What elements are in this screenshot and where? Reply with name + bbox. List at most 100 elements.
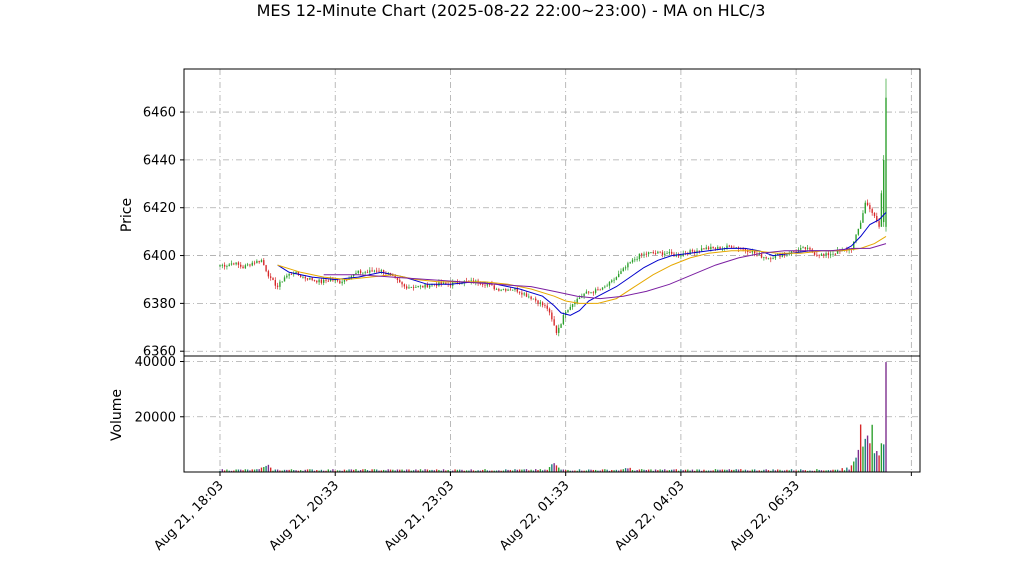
candle-body [258, 260, 260, 263]
volume-bar [251, 469, 253, 472]
candle-body [809, 247, 811, 250]
candle-body [528, 296, 530, 298]
volume-bar [562, 469, 565, 472]
volume-bar [548, 467, 551, 472]
volume-bar [830, 470, 832, 472]
volume-bar [369, 470, 371, 472]
candle-body [235, 262, 237, 265]
volume-bar [823, 470, 825, 472]
candle-body [765, 257, 767, 259]
candle-body [880, 193, 883, 227]
candle-body [369, 270, 371, 273]
candle-body [634, 259, 636, 261]
candle-body [362, 272, 364, 274]
candle-body [857, 228, 860, 235]
candle-body [306, 278, 309, 280]
x-tick-label: Aug 22, 06:33 [727, 478, 803, 554]
volume-bar [419, 469, 422, 472]
volume-bar [668, 470, 671, 472]
candle-body [539, 302, 542, 304]
candle-body [380, 270, 383, 272]
candle-body [311, 277, 313, 281]
candles-group [219, 78, 887, 337]
volume-bar [781, 470, 783, 472]
volume-bar [880, 443, 883, 472]
volume-bar [594, 469, 597, 472]
volume-bar [682, 470, 684, 472]
candle-body [834, 253, 836, 255]
volume-bar [521, 469, 523, 472]
volume-bar [226, 469, 228, 472]
volume-bar [396, 469, 399, 472]
candle-body [290, 274, 293, 275]
candle-body [620, 271, 622, 274]
volume-bar [465, 470, 468, 472]
candle-body [320, 279, 323, 283]
candle-body [288, 274, 290, 276]
volume-bar [613, 470, 615, 472]
candle-body [578, 297, 581, 299]
candle-body [710, 246, 712, 250]
candle-body [532, 298, 535, 300]
volume-bar [221, 469, 223, 472]
candle-body [853, 241, 855, 250]
volume-bar [793, 470, 795, 472]
candle-body [237, 262, 240, 265]
candle-body [571, 304, 574, 307]
volume-bar [638, 469, 641, 472]
volume-bar [703, 469, 705, 472]
volume-bar [772, 469, 774, 472]
volume-bar [470, 469, 472, 472]
candle-body [260, 260, 263, 263]
candle-body [357, 270, 359, 273]
volume-bar [544, 469, 546, 472]
volume-bar [670, 469, 673, 472]
volume-bar [723, 469, 726, 472]
candle-body [440, 282, 442, 285]
volume-bar [302, 470, 304, 472]
volume-bar [574, 470, 576, 472]
volume-bar [325, 470, 327, 472]
volume-bar [387, 469, 389, 472]
candle-body [309, 277, 311, 280]
candle-body [401, 282, 403, 285]
volume-bar [779, 469, 781, 472]
volume-bar [687, 469, 689, 472]
volume-bar [246, 469, 249, 472]
volume-bar [228, 470, 230, 472]
candle-body [574, 302, 576, 305]
volume-bar [382, 469, 385, 472]
moving-average-line [323, 243, 887, 300]
volume-bar [530, 469, 532, 472]
candle-body [521, 292, 523, 295]
candle-body [615, 277, 618, 280]
candle-body [606, 285, 608, 287]
volume-bar [816, 469, 818, 472]
candle-body [558, 327, 560, 333]
candle-body [790, 251, 793, 254]
candle-body [818, 254, 820, 256]
volume-bar [673, 469, 675, 472]
volume-bar [274, 469, 276, 472]
candle-body [272, 277, 274, 281]
volume-bar [675, 469, 677, 472]
volume-bar [581, 470, 583, 472]
volume-bar [636, 470, 638, 472]
volume-bar [486, 470, 489, 472]
candle-body [779, 254, 781, 257]
candle-body [249, 264, 251, 266]
candle-body [523, 293, 525, 295]
volume-bar [293, 470, 295, 472]
volume-bar [590, 469, 592, 472]
volume-bar [820, 470, 823, 472]
volume-bar [484, 469, 486, 472]
candle-body [800, 248, 802, 250]
candle-body [883, 159, 885, 223]
volume-bar [482, 469, 484, 472]
volume-bar [306, 469, 309, 472]
candle-body [410, 287, 412, 288]
candle-body [412, 287, 415, 288]
candle-body [226, 266, 228, 267]
candle-body [449, 284, 452, 286]
candle-body [783, 254, 786, 256]
